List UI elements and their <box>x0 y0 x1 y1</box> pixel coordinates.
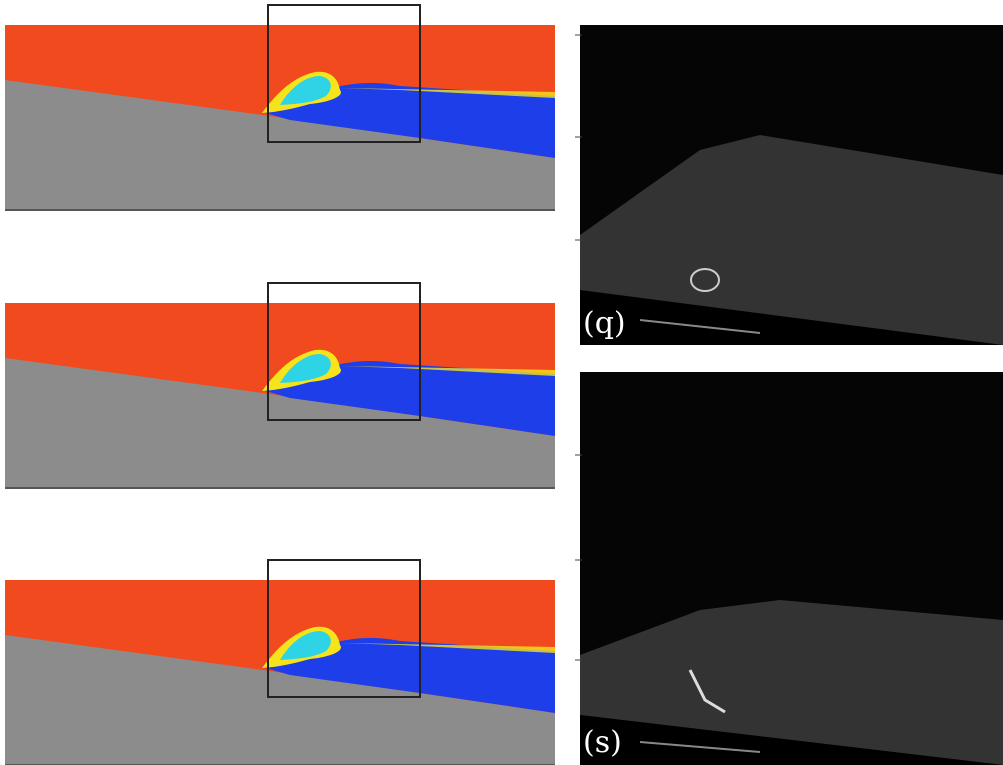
sim-panel-3 <box>5 560 555 765</box>
experiment-panel-q: (q) <box>575 25 1003 345</box>
panel-label: (q) <box>583 306 626 341</box>
experiment-panel-s: (s) <box>575 372 1003 765</box>
sim-panel-1 <box>5 5 555 210</box>
panel-label: (s) <box>583 725 622 760</box>
sim-panel-2 <box>5 283 555 488</box>
figure: (q) (s) <box>0 0 1003 765</box>
